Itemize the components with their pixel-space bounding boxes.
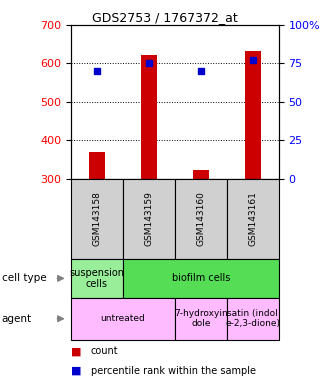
Text: biofilm cells: biofilm cells [172,273,230,283]
Text: ■: ■ [71,346,82,356]
Bar [89,152,105,179]
Text: GSM143158: GSM143158 [92,192,101,246]
Bar [245,51,261,179]
Text: percentile rank within the sample: percentile rank within the sample [91,366,256,376]
Text: GSM143161: GSM143161 [248,192,257,246]
Text: agent: agent [2,314,32,324]
Text: 7-hydroxyin
dole: 7-hydroxyin dole [174,309,228,328]
Text: ■: ■ [71,366,82,376]
Bar [193,170,209,179]
Text: GSM143160: GSM143160 [196,192,205,246]
Text: suspension
cells: suspension cells [69,268,124,289]
Bar [141,55,157,179]
Text: count: count [91,346,118,356]
Text: cell type: cell type [2,273,46,283]
Text: untreated: untreated [101,314,145,323]
Text: GDS2753 / 1767372_at: GDS2753 / 1767372_at [92,12,238,25]
Text: satin (indol
e-2,3-dione): satin (indol e-2,3-dione) [225,309,280,328]
Text: GSM143159: GSM143159 [145,192,153,246]
